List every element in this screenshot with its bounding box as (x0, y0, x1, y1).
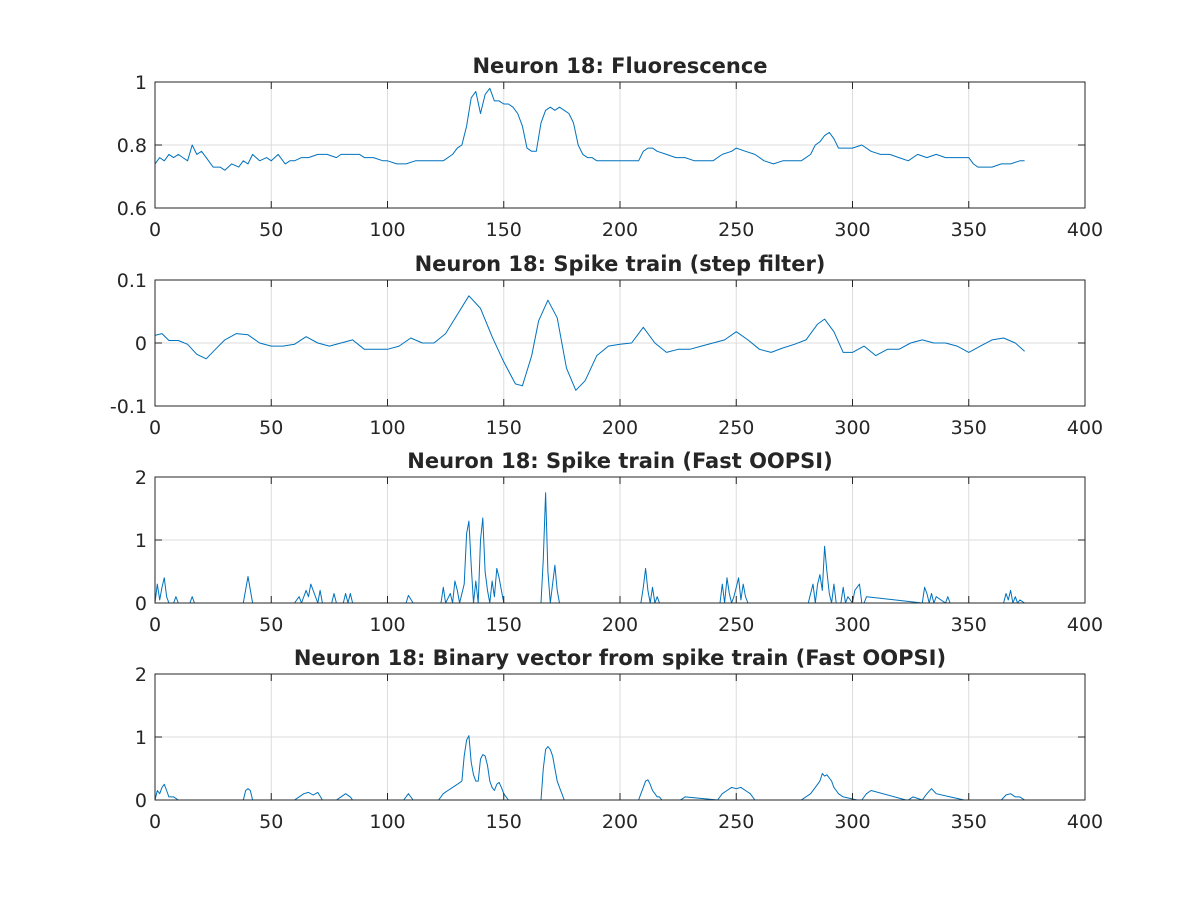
y-tick-label: 0.8 (117, 135, 147, 157)
x-tick-label: 150 (486, 811, 522, 833)
x-tick-label: 350 (951, 219, 987, 241)
x-tick-label: 200 (602, 219, 638, 241)
x-tick-label: 250 (718, 614, 754, 636)
x-tick-label: 100 (369, 219, 405, 241)
x-tick-label: 150 (486, 219, 522, 241)
x-tick-label: 350 (951, 811, 987, 833)
chart-title: Neuron 18: Spike train (step filter) (415, 252, 826, 276)
x-tick-label: 100 (369, 417, 405, 439)
x-tick-label: 200 (602, 811, 638, 833)
x-tick-label: 0 (149, 219, 161, 241)
y-tick-label: 0 (135, 790, 147, 812)
x-tick-label: 250 (718, 417, 754, 439)
x-tick-label: 350 (951, 614, 987, 636)
y-tick-label: 1 (135, 72, 147, 94)
y-tick-label: -0.1 (110, 396, 147, 418)
subplot-4: 0 50 100 150 200 250 300 350 400 0 1 2 Neuron 18: Bi… (135, 646, 1103, 833)
x-tick-label: 400 (1067, 219, 1103, 241)
x-tick-label: 50 (259, 614, 283, 636)
chart-title: Neuron 18: Fluorescence (472, 54, 767, 78)
x-tick-label: 200 (602, 614, 638, 636)
x-tick-label: 400 (1067, 811, 1103, 833)
y-tick-label: 2 (135, 467, 147, 489)
x-tick-label: 50 (259, 219, 283, 241)
y-tick-label: 0.1 (117, 270, 147, 292)
subplot-3: 0 50 100 150 200 250 300 350 400 0 1 2 Neuron 18: Sp… (135, 449, 1103, 636)
x-tick-label: 100 (369, 614, 405, 636)
y-tick-label: 1 (135, 727, 147, 749)
x-tick-label: 100 (369, 811, 405, 833)
x-tick-label: 300 (834, 417, 870, 439)
x-tick-label: 0 (149, 614, 161, 636)
x-tick-label: 300 (834, 811, 870, 833)
y-tick-label: 2 (135, 664, 147, 686)
chart-title: Neuron 18: Binary vector from spike trai… (294, 646, 946, 670)
x-tick-label: 250 (718, 811, 754, 833)
series-line (154, 87, 1025, 171)
series-line (154, 735, 1025, 801)
y-tick-label: 0 (135, 333, 147, 355)
x-tick-label: 350 (951, 417, 987, 439)
x-tick-label: 0 (149, 811, 161, 833)
x-tick-label: 0 (149, 417, 161, 439)
series-line (154, 295, 1025, 391)
x-tick-label: 200 (602, 417, 638, 439)
x-tick-label: 300 (834, 614, 870, 636)
x-tick-label: 400 (1067, 614, 1103, 636)
y-tick-label: 0 (135, 593, 147, 615)
x-tick-label: 150 (486, 417, 522, 439)
y-tick-label: 1 (135, 530, 147, 552)
series-line (154, 492, 1025, 604)
x-tick-label: 50 (259, 811, 283, 833)
y-tick-label: 0.6 (117, 198, 147, 220)
chart-title: Neuron 18: Spike train (Fast OOPSI) (407, 449, 832, 473)
x-tick-label: 150 (486, 614, 522, 636)
x-tick-label: 250 (718, 219, 754, 241)
x-tick-label: 300 (834, 219, 870, 241)
x-tick-label: 400 (1067, 417, 1103, 439)
x-tick-label: 50 (259, 417, 283, 439)
subplot-1: 0 50 100 150 200 250 300 350 400 0.6 0.8 1 Neuron 18… (117, 54, 1103, 241)
